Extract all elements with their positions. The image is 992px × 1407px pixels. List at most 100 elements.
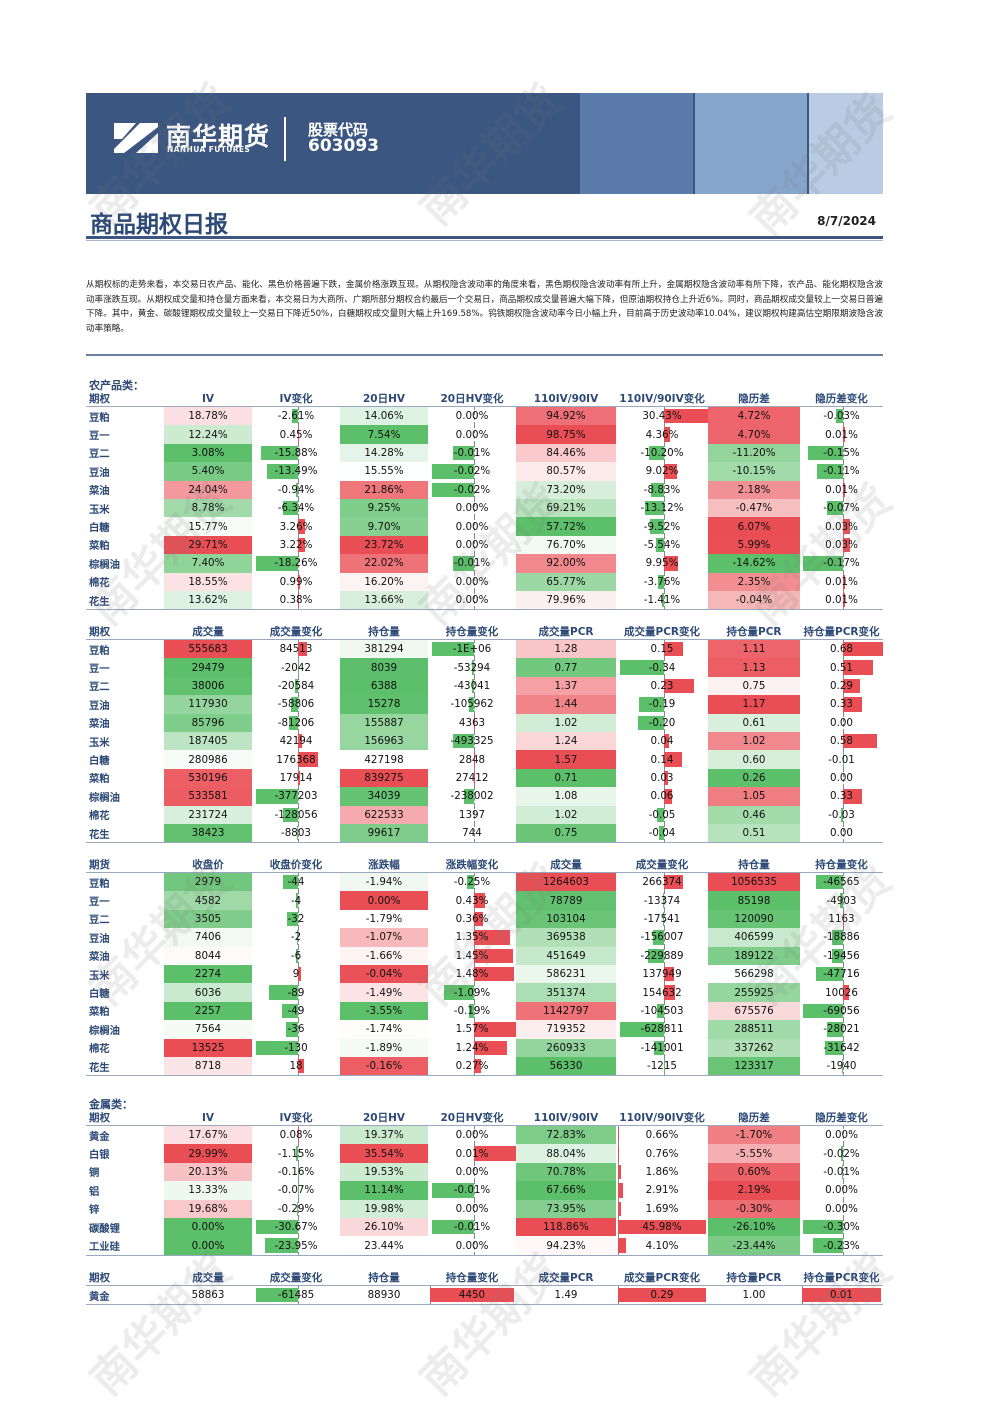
heat-cell: 9.25% — [340, 499, 428, 517]
bar-cell: -18886 — [800, 928, 883, 946]
cell-value: -1215 — [647, 1060, 677, 1072]
bar-cell: 1.24% — [428, 1039, 516, 1057]
heat-cell: 2257 — [164, 1002, 252, 1020]
heat-cell: 1.37 — [516, 677, 616, 695]
cell-value: -1.94% — [366, 876, 402, 888]
heat-cell: -0.04% — [340, 965, 428, 983]
heat-cell: 0.00% — [340, 891, 428, 909]
cell-value: 0.00% — [456, 521, 489, 533]
row-label: 菜粕 — [86, 536, 164, 554]
bar-cell: 0.29 — [800, 677, 883, 695]
bar-cell: -46565 — [800, 873, 883, 892]
heat-cell: 120090 — [708, 910, 800, 928]
cell-value: 533581 — [188, 790, 227, 802]
bar-cell: 0.03% — [800, 536, 883, 554]
column-header: 持仓量 — [340, 1270, 428, 1286]
bar-cell: 42194 — [252, 732, 340, 750]
heat-cell: 23.44% — [340, 1236, 428, 1255]
heat-cell: 2.35% — [708, 573, 800, 591]
heat-cell: 155887 — [340, 714, 428, 732]
bar-cell: 1163 — [800, 910, 883, 928]
column-header: 隐历差 — [708, 391, 800, 407]
cell-value: 94.23% — [546, 1240, 585, 1252]
column-header: 20日HV变化 — [428, 1110, 516, 1126]
bar-cell: 17914 — [252, 769, 340, 787]
bar-cell: 0.00 — [800, 769, 883, 787]
cell-value: 1.13 — [743, 662, 766, 674]
row-label: 花生 — [86, 591, 164, 610]
bar-cell: -0.16% — [252, 1163, 340, 1181]
bar-cell: -1.41% — [616, 591, 708, 610]
heat-cell: 17.67% — [164, 1126, 252, 1145]
bar-cell: -15.88% — [252, 444, 340, 462]
cell-value: -53294 — [454, 662, 490, 674]
bar-cell: -128056 — [252, 806, 340, 824]
column-header: 110IV/90IV — [516, 391, 616, 407]
bar-cell: 0.00% — [428, 1126, 516, 1145]
heat-cell: 88930 — [340, 1286, 428, 1305]
cell-value: 0.00% — [456, 429, 489, 441]
heat-cell: 19.53% — [340, 1163, 428, 1181]
cell-value: 0.14 — [651, 754, 674, 766]
data-bar — [618, 1183, 624, 1197]
bar-cell: 0.00% — [428, 425, 516, 443]
data-bar — [618, 1128, 619, 1142]
bar-cell: 0.00% — [428, 1163, 516, 1181]
heat-cell: 189122 — [708, 947, 800, 965]
bar-cell: 1.45% — [428, 947, 516, 965]
row-label: 花生 — [86, 824, 164, 843]
cell-value: -1.79% — [366, 913, 402, 925]
cell-value: 0.00% — [456, 594, 489, 606]
cell-value: 0.03 — [651, 772, 674, 784]
heat-cell: 0.00% — [164, 1218, 252, 1236]
bar-cell: -130 — [252, 1039, 340, 1057]
column-header: 持仓量PCR — [708, 624, 800, 640]
cell-value: 0.08% — [280, 1129, 313, 1141]
row-label: 菜粕 — [86, 1002, 164, 1020]
cell-value: -0.11% — [823, 465, 859, 477]
cell-value: 0.29 — [830, 680, 853, 692]
row-label: 花生 — [86, 1057, 164, 1076]
bar-cell: -141001 — [616, 1039, 708, 1057]
heat-cell: 18.55% — [164, 573, 252, 591]
cell-value: 266374 — [642, 876, 681, 888]
bar-cell: -0.01% — [428, 554, 516, 572]
cell-value: 1.00 — [743, 1289, 766, 1301]
bar-cell: 0.29 — [616, 1286, 708, 1305]
heat-cell: 15.77% — [164, 517, 252, 535]
cell-value: 0.45% — [280, 429, 313, 441]
bar-cell: -10.20% — [616, 444, 708, 462]
cell-value: 0.75 — [555, 827, 578, 839]
cell-value: 0.00 — [830, 717, 853, 729]
column-header: 期权 — [86, 391, 164, 407]
column-header: 持仓量变化 — [428, 624, 516, 640]
cell-value: 3505 — [195, 913, 221, 925]
heat-cell: 255925 — [708, 983, 800, 1001]
heat-cell: 19.68% — [164, 1200, 252, 1218]
cell-value: 76.70% — [546, 539, 585, 551]
cell-value: 1.24% — [456, 1042, 489, 1054]
cell-value: 189122 — [734, 950, 773, 962]
bar-cell: -2042 — [252, 658, 340, 676]
heat-cell: 231724 — [164, 806, 252, 824]
bar-cell: 0.43% — [428, 891, 516, 909]
cell-value: 719352 — [546, 1023, 585, 1035]
heat-cell: 94.92% — [516, 407, 616, 426]
bar-cell: 1.86% — [616, 1163, 708, 1181]
cell-value: -81206 — [278, 717, 314, 729]
cell-value: -0.02% — [454, 484, 490, 496]
heat-cell: 57.72% — [516, 517, 616, 535]
report-date: 8/7/2024 — [817, 214, 876, 228]
cell-value: -46565 — [823, 876, 859, 888]
heat-cell: 13.66% — [340, 591, 428, 610]
bar-cell: 1.48% — [428, 965, 516, 983]
cell-value: 0.71 — [555, 772, 578, 784]
heat-cell: 0.26 — [708, 769, 800, 787]
cell-value: -628811 — [640, 1023, 683, 1035]
cell-value: 1.37 — [555, 680, 578, 692]
heat-cell: 73.20% — [516, 481, 616, 499]
bar-cell: -0.02% — [800, 1144, 883, 1162]
